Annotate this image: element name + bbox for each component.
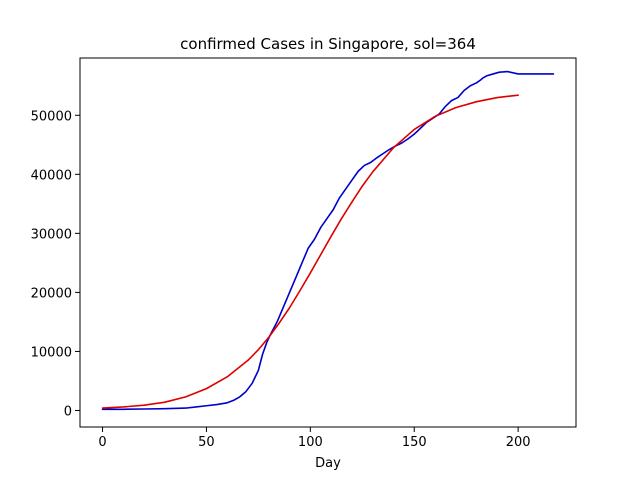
x-tick-label: 100 [298,435,323,450]
y-tick-label: 0 [64,404,72,419]
x-tick-label: 150 [402,435,427,450]
y-tick-label: 20000 [31,286,72,301]
x-tick-label: 50 [198,435,215,450]
y-tick-label: 50000 [31,109,72,124]
x-tick-label: 200 [506,435,531,450]
y-tick-label: 40000 [31,168,72,183]
x-axis: 0 50 100 150 200 [98,427,531,450]
series-line-confirmed [101,70,555,411]
y-tick-label: 30000 [31,227,72,242]
y-axis: 0 10000 20000 30000 40000 50000 [31,109,80,419]
chart-title: confirmed Cases in Singapore, sol=364 [180,35,476,53]
x-axis-label: Day [315,456,341,471]
y-tick-label: 10000 [31,345,72,360]
x-tick-label: 0 [98,435,106,450]
plot-area: 0 50 100 150 200 0 10000 20000 30000 40000 50000 [31,57,577,450]
series-line-fit [101,94,519,409]
series-layer [101,70,555,411]
